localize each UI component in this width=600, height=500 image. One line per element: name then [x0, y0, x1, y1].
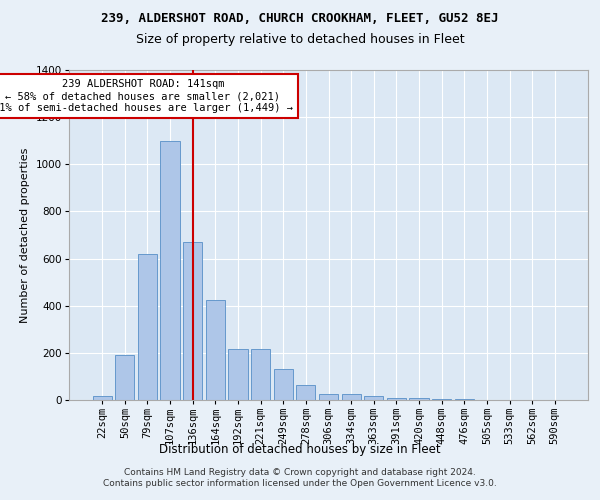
- Bar: [206, 300, 225, 400]
- Bar: [183, 242, 202, 400]
- Text: 239, ALDERSHOT ROAD, CHURCH CROOKHAM, FLEET, GU52 8EJ: 239, ALDERSHOT ROAD, CHURCH CROOKHAM, FL…: [101, 12, 499, 26]
- Y-axis label: Number of detached properties: Number of detached properties: [20, 148, 30, 322]
- Bar: [92, 396, 112, 400]
- Text: Contains HM Land Registry data © Crown copyright and database right 2024.
Contai: Contains HM Land Registry data © Crown c…: [103, 468, 497, 487]
- Bar: [432, 399, 451, 400]
- Bar: [229, 350, 248, 400]
- Bar: [274, 370, 293, 400]
- Bar: [364, 396, 383, 400]
- Bar: [251, 350, 270, 400]
- Bar: [341, 394, 361, 400]
- Bar: [296, 384, 316, 400]
- Text: Size of property relative to detached houses in Fleet: Size of property relative to detached ho…: [136, 32, 464, 46]
- Bar: [409, 398, 428, 400]
- Text: Distribution of detached houses by size in Fleet: Distribution of detached houses by size …: [159, 442, 441, 456]
- Bar: [138, 254, 157, 400]
- Bar: [319, 394, 338, 400]
- Bar: [115, 355, 134, 400]
- Bar: [387, 398, 406, 400]
- Text: 239 ALDERSHOT ROAD: 141sqm
← 58% of detached houses are smaller (2,021)
41% of s: 239 ALDERSHOT ROAD: 141sqm ← 58% of deta…: [0, 80, 293, 112]
- Bar: [160, 140, 180, 400]
